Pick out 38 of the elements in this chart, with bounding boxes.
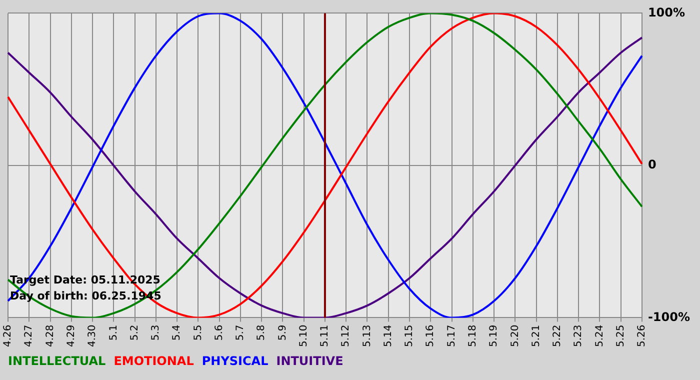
x-tick-label: 5.26 [636,324,648,347]
x-tick-label: 4.26 [2,324,14,347]
x-tick-label: 5.25 [615,324,626,347]
x-tick-label: 5.10 [298,324,310,347]
x-tick-label: 5.16 [425,324,436,347]
x-tick-label: 5.13 [362,324,373,347]
x-tick-label: 5.6 [214,324,225,341]
x-tick-label: 5.24 [594,324,606,347]
y-tick-label: -100% [648,310,690,324]
x-tick-label: 5.3 [150,324,162,341]
x-tick-label: 5.22 [552,324,564,347]
x-tick-label: 5.5 [192,324,204,341]
x-tick-label: 4.27 [24,324,35,347]
x-tick-label: 4.28 [44,324,56,347]
x-tick-label: 5.14 [382,324,394,347]
x-tick-label: 5.18 [467,324,478,347]
y-tick-label: 100% [648,5,686,20]
x-tick-label: 5.7 [235,324,246,341]
x-tick-label: 5.21 [530,324,542,347]
x-tick-label: 5.9 [277,324,288,341]
text: PHYSICAL [202,354,268,368]
x-tick-label: 4.30 [87,324,98,347]
x-tick-label: 5.19 [488,324,500,347]
x-tick-label: 5.23 [573,324,584,347]
x-tick-label: 5.12 [340,324,352,347]
text: INTUITIVE [276,354,344,368]
x-tick-label: 5.11 [320,324,331,347]
x-tick-label: 4.29 [66,324,77,347]
x-tick-label: 5.17 [446,324,458,347]
x-tick-label: 5.2 [129,324,140,341]
text: INTELLECTUAL [8,354,106,368]
x-tick-label: 5.4 [172,324,183,341]
x-tick-label: 5.1 [108,324,120,341]
y-tick-label: 0 [648,158,656,172]
x-tick-label: 5.15 [404,324,416,347]
text: EMOTIONAL [114,354,194,368]
x-tick-label: 5.20 [510,324,521,347]
x-tick-label: 5.8 [256,324,268,341]
